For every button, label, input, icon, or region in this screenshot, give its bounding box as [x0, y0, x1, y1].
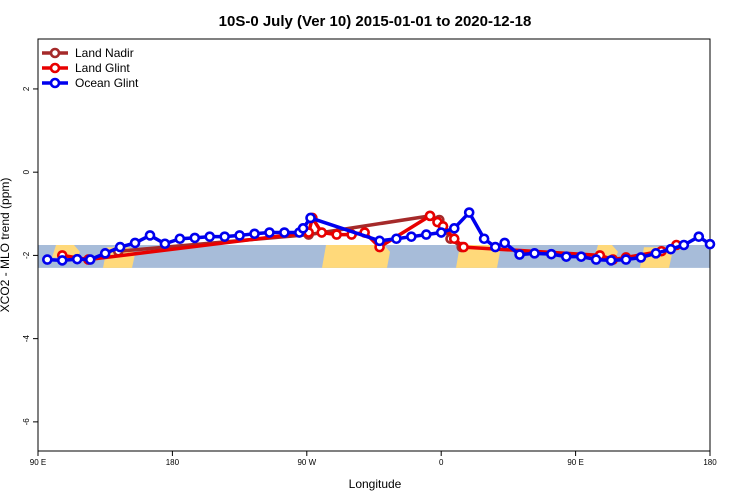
land-patch — [322, 245, 390, 268]
data-point — [620, 254, 632, 265]
data-point — [174, 233, 186, 245]
data-point — [590, 254, 602, 265]
x-tick-label: 90 E — [30, 458, 46, 467]
data-point — [144, 230, 156, 241]
data-point — [665, 243, 677, 255]
data-point — [448, 233, 460, 245]
data-point — [56, 255, 68, 266]
data-point — [219, 231, 230, 242]
data-point — [575, 251, 587, 262]
data-point — [249, 228, 260, 240]
y-tick-label: -2 — [22, 251, 31, 259]
data-point — [279, 227, 290, 238]
data-point — [331, 229, 342, 240]
x-tick-label: 90 E — [567, 458, 583, 467]
x-tick-label: 90 W — [297, 458, 316, 467]
x-axis-label: Longitude — [349, 477, 402, 491]
data-point — [420, 229, 432, 240]
data-point — [99, 248, 111, 259]
y-tick-label: 2 — [22, 86, 31, 91]
data-point — [650, 248, 662, 259]
data-point — [297, 223, 309, 234]
data-point — [189, 232, 201, 244]
data-point — [374, 235, 385, 247]
data-point — [678, 239, 690, 251]
data-point — [71, 253, 83, 265]
x-tick-label: 180 — [166, 458, 180, 467]
legend-marker — [49, 47, 61, 59]
x-tick-label: 0 — [439, 458, 444, 467]
data-point — [305, 212, 316, 224]
data-point — [114, 241, 126, 253]
legend-marker — [49, 77, 61, 89]
data-point — [514, 249, 525, 260]
series-ocean-glint — [42, 207, 716, 266]
data-point — [234, 230, 245, 241]
legend-marker — [49, 62, 61, 74]
data-point — [84, 254, 96, 265]
x-axis: 90 E 180 90 W 0 90 E 180 — [30, 451, 717, 467]
data-point — [204, 231, 216, 242]
data-point — [463, 207, 475, 218]
data-point — [316, 227, 328, 238]
y-tick-label: -6 — [22, 418, 31, 426]
data-point — [448, 223, 460, 234]
x-tick-label: 180 — [703, 458, 717, 467]
y-tick-label: -4 — [22, 335, 31, 343]
data-point — [435, 227, 447, 238]
legend-label: Land Glint — [75, 61, 130, 75]
data-point — [129, 237, 141, 249]
y-axis-label: XCO2 - MLO trend (ppm) — [0, 178, 12, 313]
series-layer — [42, 207, 716, 266]
data-point — [458, 241, 469, 253]
data-point — [424, 210, 436, 222]
chart-title: 10S-0 July (Ver 10) 2015-01-01 to 2020-1… — [219, 13, 532, 30]
data-point — [546, 248, 557, 260]
data-point — [529, 248, 540, 259]
data-point — [560, 251, 572, 262]
data-point — [42, 254, 53, 265]
data-point — [406, 231, 417, 242]
data-point — [391, 233, 402, 245]
data-point — [159, 238, 171, 250]
data-point — [605, 255, 617, 266]
data-point — [490, 241, 501, 253]
data-point — [693, 231, 705, 242]
data-point — [264, 227, 275, 238]
data-point — [478, 233, 490, 245]
data-point — [704, 238, 716, 250]
y-axis: 2 0 -2 -4 -6 — [22, 86, 38, 425]
legend-label: Land Nadir — [75, 46, 134, 60]
data-point — [499, 237, 510, 249]
data-point — [635, 252, 647, 263]
y-tick-label: 0 — [22, 169, 31, 174]
legend-label: Ocean Glint — [75, 76, 139, 90]
